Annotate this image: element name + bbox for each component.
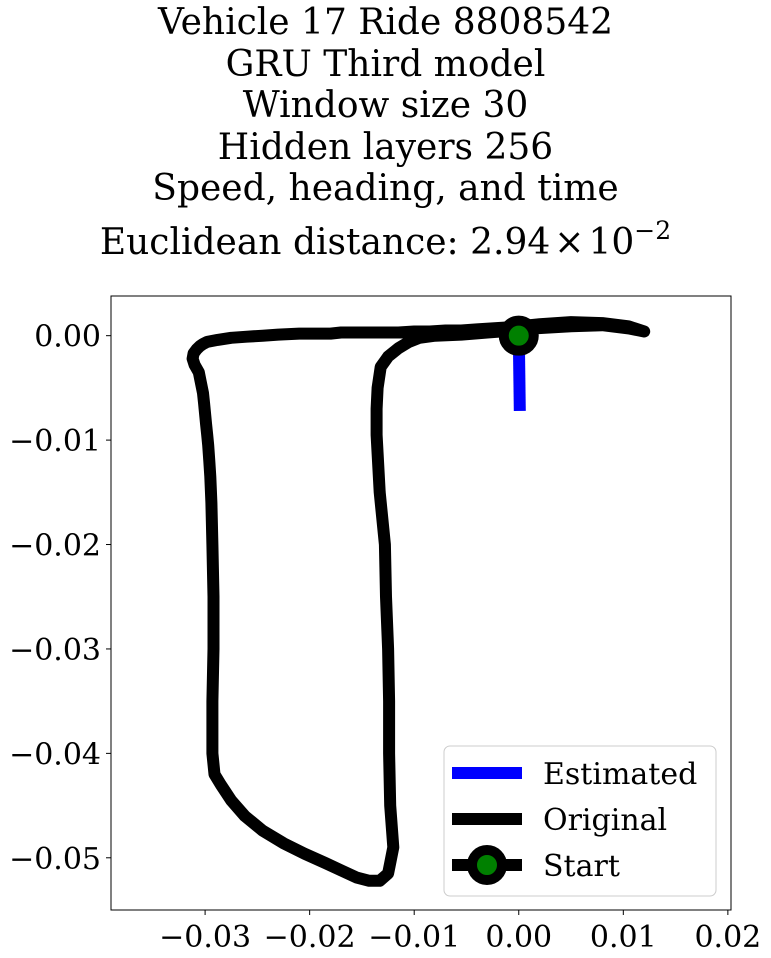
legend-start-marker xyxy=(467,845,507,885)
x-tick-label: −0.01 xyxy=(368,920,460,955)
title-line: Vehicle 17 Ride 8808542 xyxy=(157,2,614,43)
title-metric-line: Euclidean distance: 2.94 × 10−2 xyxy=(0,210,771,264)
y-tick-label: −0.03 xyxy=(9,633,101,668)
title-line: Hidden layers 256 xyxy=(217,126,554,168)
x-tick-label: −0.03 xyxy=(159,920,251,955)
y-tick-label: −0.05 xyxy=(9,842,101,877)
series-original-line xyxy=(186,316,651,887)
title-line: Speed, heading, and time xyxy=(152,168,619,209)
x-tick-label: 0.00 xyxy=(485,920,552,955)
title-metric-exponent: −2 xyxy=(634,215,672,245)
x-tick-label: 0.01 xyxy=(590,920,657,955)
x-axis: −0.03 −0.02 −0.01 0.00 0.01 0.02 xyxy=(159,910,761,955)
legend-label-estimated: Estimated xyxy=(543,757,697,792)
chart-title: Vehicle 17 Ride 8808542 GRU Third model … xyxy=(0,2,771,263)
legend-box xyxy=(443,745,717,897)
title-line: GRU Third model xyxy=(225,43,546,85)
legend: Estimated Original Start xyxy=(443,745,717,897)
axes-frame xyxy=(110,295,732,911)
legend-label-original: Original xyxy=(543,803,667,838)
x-tick-label: 0.02 xyxy=(694,920,761,955)
title-line: Window size 30 xyxy=(242,85,529,126)
y-tick-label: −0.01 xyxy=(9,424,101,459)
y-tick-label: −0.04 xyxy=(9,737,101,772)
y-tick-label: −0.02 xyxy=(9,529,101,564)
title-metric-base: 10 xyxy=(588,221,635,263)
start-marker xyxy=(498,315,539,356)
x-tick-label: −0.02 xyxy=(264,920,356,955)
title-metric-times: × xyxy=(554,221,585,263)
y-axis: 0.00 −0.01 −0.02 −0.03 −0.04 −0.05 xyxy=(9,320,111,877)
title-metric-value: Euclidean distance: 2.94 xyxy=(99,221,551,263)
legend-label-start: Start xyxy=(543,849,620,884)
y-tick-label: 0.00 xyxy=(34,320,101,355)
plot-area xyxy=(186,315,651,887)
